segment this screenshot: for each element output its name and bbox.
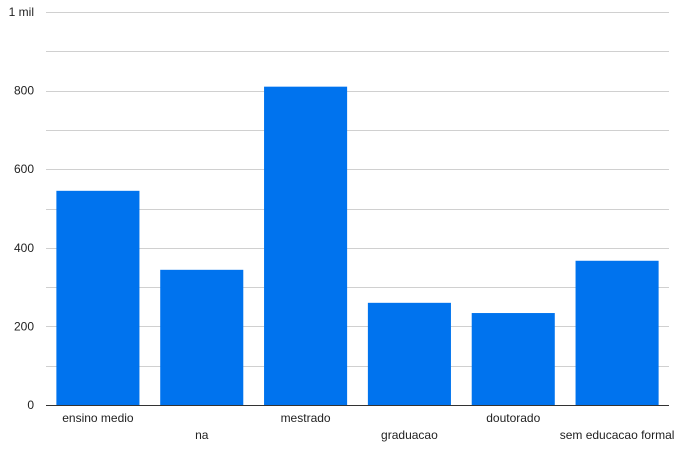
y-tick-label: 600 xyxy=(14,162,34,176)
y-tick-label: 400 xyxy=(14,241,34,255)
y-tick-label: 0 xyxy=(27,398,34,412)
bar-graduacao xyxy=(367,302,451,405)
x-tick-label: doutorado xyxy=(486,411,540,425)
x-tick-label: sem educacao formal xyxy=(560,428,675,442)
grid-lines xyxy=(46,12,669,367)
x-axis-tick-labels: ensino medio na mestrado graduacao doutorado… xyxy=(62,411,674,442)
y-axis-tick-labels: 0 200 400 600 800 1 mil xyxy=(9,5,35,412)
bar-na xyxy=(160,269,244,405)
x-tick-label: na xyxy=(195,428,209,442)
bar-sem-educacao-formal xyxy=(575,260,659,405)
x-tick-label: ensino medio xyxy=(62,411,134,425)
x-tick-label: graduacao xyxy=(381,428,438,442)
bar-ensino-medio xyxy=(56,190,140,405)
y-tick-label: 200 xyxy=(14,319,34,333)
bar-mestrado xyxy=(264,86,348,406)
bar-doutorado xyxy=(471,313,555,405)
bars xyxy=(56,86,659,406)
x-tick-label: mestrado xyxy=(281,411,331,425)
y-tick-label: 1 mil xyxy=(9,5,34,19)
y-tick-label: 800 xyxy=(14,84,34,98)
